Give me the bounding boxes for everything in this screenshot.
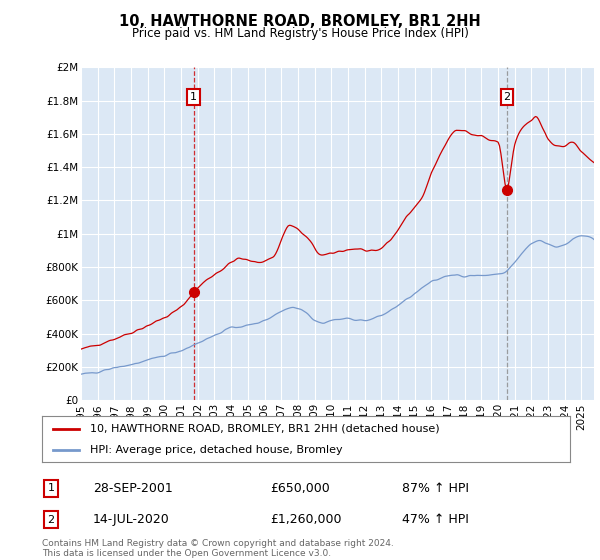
Text: 2: 2 <box>503 92 511 102</box>
Text: 2: 2 <box>47 515 55 525</box>
Text: 1: 1 <box>47 483 55 493</box>
Text: 28-SEP-2001: 28-SEP-2001 <box>93 482 173 495</box>
Text: 10, HAWTHORNE ROAD, BROMLEY, BR1 2HH (detached house): 10, HAWTHORNE ROAD, BROMLEY, BR1 2HH (de… <box>89 424 439 434</box>
Text: Price paid vs. HM Land Registry's House Price Index (HPI): Price paid vs. HM Land Registry's House … <box>131 27 469 40</box>
Text: £650,000: £650,000 <box>270 482 330 495</box>
Text: 14-JUL-2020: 14-JUL-2020 <box>93 513 170 526</box>
Text: 10, HAWTHORNE ROAD, BROMLEY, BR1 2HH: 10, HAWTHORNE ROAD, BROMLEY, BR1 2HH <box>119 14 481 29</box>
Text: £1,260,000: £1,260,000 <box>270 513 341 526</box>
Text: 47% ↑ HPI: 47% ↑ HPI <box>402 513 469 526</box>
Text: HPI: Average price, detached house, Bromley: HPI: Average price, detached house, Brom… <box>89 445 342 455</box>
Text: 1: 1 <box>190 92 197 102</box>
Text: 87% ↑ HPI: 87% ↑ HPI <box>402 482 469 495</box>
Text: Contains HM Land Registry data © Crown copyright and database right 2024.
This d: Contains HM Land Registry data © Crown c… <box>42 539 394 558</box>
